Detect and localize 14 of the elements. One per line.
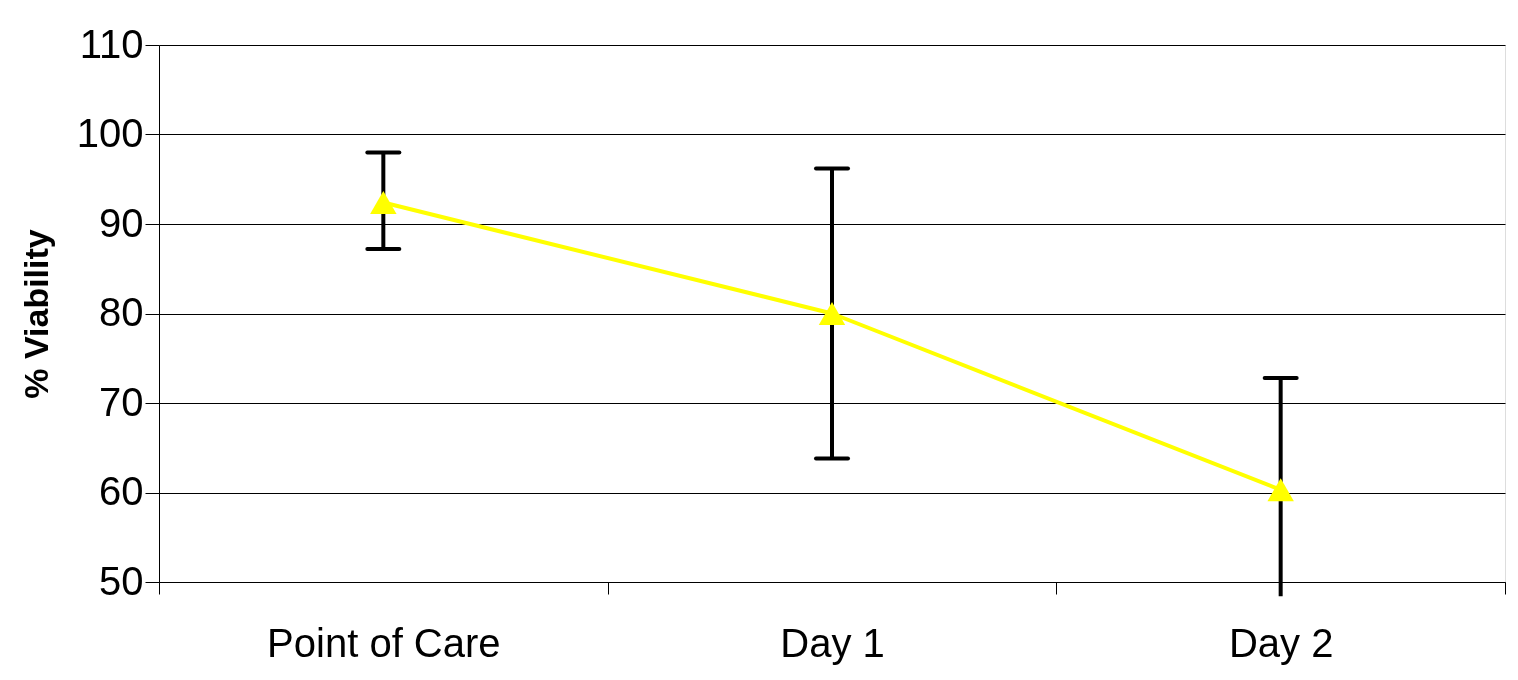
x-tick-label: Point of Care xyxy=(267,620,501,665)
x-tick-label: Day 2 xyxy=(1228,620,1334,665)
y-tick-label: 90 xyxy=(99,200,144,245)
y-tick-label: 50 xyxy=(99,558,144,603)
y-axis-title: % Viability xyxy=(16,229,55,399)
point xyxy=(818,302,846,325)
point xyxy=(370,191,397,214)
x-tick-label: Day 1 xyxy=(780,620,885,665)
y-tick-label: 100 xyxy=(76,111,144,155)
point xyxy=(1267,478,1294,502)
y-tick-label: 80 xyxy=(99,290,144,334)
y-tick-label: 60 xyxy=(99,469,144,513)
y-tick-label: 110 xyxy=(79,21,144,66)
y-tick-label: 70 xyxy=(99,379,144,424)
